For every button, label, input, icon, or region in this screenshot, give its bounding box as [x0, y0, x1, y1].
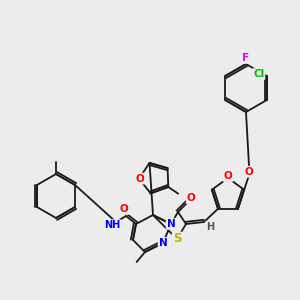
- Text: F: F: [242, 53, 250, 63]
- Text: N: N: [167, 219, 176, 229]
- Text: O: O: [187, 193, 195, 203]
- Text: NH: NH: [104, 220, 120, 230]
- Text: O: O: [224, 171, 232, 181]
- Text: O: O: [245, 167, 254, 177]
- Text: Cl: Cl: [253, 69, 264, 79]
- Text: O: O: [136, 174, 144, 184]
- Text: N: N: [159, 238, 167, 248]
- Text: S: S: [173, 232, 181, 245]
- Text: O: O: [120, 204, 128, 214]
- Text: H: H: [206, 222, 214, 232]
